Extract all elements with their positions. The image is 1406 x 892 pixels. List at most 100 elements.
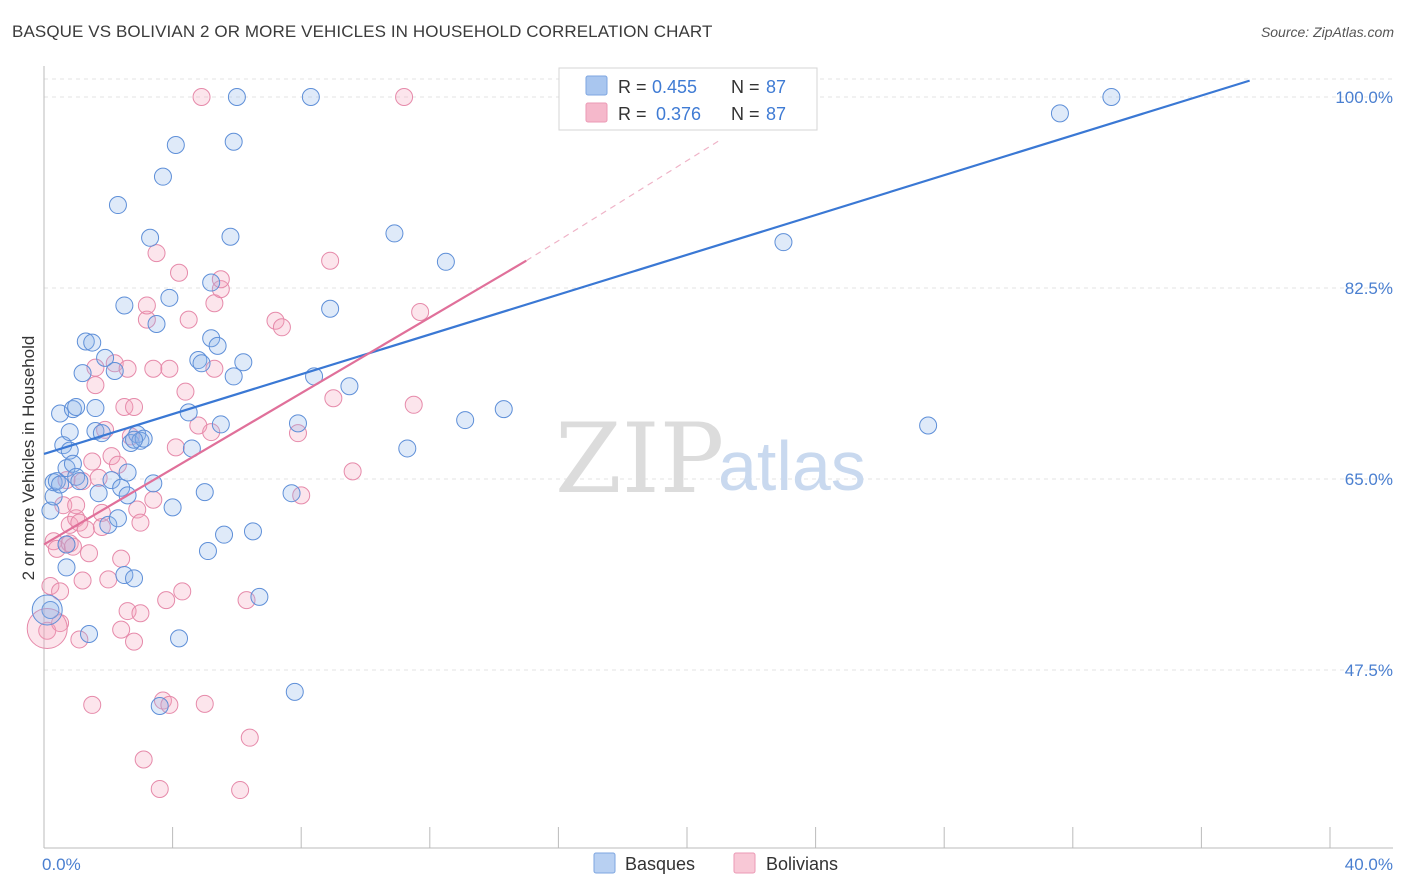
basques-point-0 [41,501,60,520]
bolivians-point-65 [231,781,250,800]
legend-n-label-bolivians: N = [731,104,760,124]
legend-r-label-basques: R = [618,77,647,97]
bolivians-point-13 [67,496,86,515]
bolivians-point-79 [131,513,150,532]
basques-point-56 [198,542,217,561]
basques-point-74 [340,377,359,396]
bolivians-trend-line [43,259,527,546]
basques-point-18 [73,364,92,383]
basques-point-71 [288,414,307,433]
basques-point-27 [99,515,118,534]
bolivians-point-26 [92,518,111,537]
basques-point-82 [919,416,938,435]
bolivians-trend-extension [525,140,720,262]
bolivians-point-69 [272,318,291,337]
basques-point-31 [108,509,127,528]
bolivians-point-15 [70,630,89,649]
bolivians-point-28 [99,570,118,589]
bolivians-point-46 [144,490,163,509]
legend-r-value-bolivians: 0.376 [656,104,701,124]
watermark: ZIP atlas [555,403,866,515]
basques-point-77 [436,252,455,271]
basques-point-38 [125,569,144,588]
basques-point-40 [131,431,150,450]
basques-point-48 [163,498,182,517]
bolivians-point-17 [73,571,92,590]
basques-point-53 [189,351,208,370]
basques-point-19 [76,332,95,351]
basques-points [31,88,1121,716]
basques-point-86 [301,88,320,106]
basques-point-83 [1050,104,1069,123]
legend-swatch-bolivians [585,102,608,123]
basques-point-17 [70,472,89,491]
bolivians-point-76 [411,303,430,322]
basques-point-54 [192,354,211,373]
basques-point-43 [144,474,163,493]
bolivians-point-20 [83,695,102,714]
bolivians-point-73 [324,389,343,408]
bottom-legend-label-basques: Basques [625,854,695,874]
basques-point-23 [86,399,105,418]
basques-point-12 [60,423,79,442]
basques-point-67 [243,522,262,541]
bottom-legend-label-bolivians: Bolivians [766,854,838,874]
bolivians-point-59 [195,694,214,713]
watermark-zip: ZIP [555,403,724,515]
basques-point-49 [166,136,185,155]
basques-point-70 [285,682,304,701]
bolivians-point-1 [41,576,60,595]
bolivians-point-41 [131,604,150,623]
basques-point-47 [160,288,179,307]
bolivians-point-33 [112,549,131,568]
basques-point-34 [115,566,134,585]
legend-swatch-basques [585,75,608,96]
y-tick-label-0: 47.5% [1345,661,1393,680]
bolivians-points [26,88,430,800]
basques-point-46 [153,167,172,186]
bolivians-point-77 [395,88,414,106]
source-label: Source: ZipAtlas.com [1260,24,1394,40]
y-tick-label-2: 82.5% [1345,279,1393,298]
basques-point-33 [115,296,134,315]
stats-legend: R = 0.455 N = 87 R = 0.376 N = 87 [558,67,818,131]
bolivians-point-56 [176,382,195,401]
basques-point-85 [125,430,144,449]
basques-point-50 [170,629,189,648]
bolivians-point-63 [211,280,230,299]
basques-point-76 [398,439,417,458]
basques-point-73 [321,299,340,318]
basques-point-66 [234,353,253,372]
x-tick-label-min: 0.0% [42,855,81,874]
basques-point-84 [1102,88,1121,106]
bolivians-point-5 [51,582,70,601]
legend-r-label-bolivians: R = [618,104,647,124]
basques-point-1 [41,600,60,619]
basques-point-29 [105,361,124,380]
trend-lines [43,79,1250,546]
bolivians-point-74 [343,462,362,481]
bolivians-point-60 [202,423,221,442]
bolivians-point-68 [266,311,285,330]
bolivians-point-39 [125,632,144,651]
bolivians-point-70 [288,424,307,443]
bolivians-point-32 [112,620,131,639]
basques-point-81 [774,233,793,252]
legend-n-label-basques: N = [731,77,760,97]
legend-n-value-basques: 87 [766,77,786,97]
basques-trend-line [43,79,1250,455]
basques-point-26 [96,348,115,367]
basques-point-45 [150,697,169,716]
bolivians-point-64 [211,270,230,289]
basques-point-62 [221,227,240,246]
basques-point-58 [202,273,221,292]
basques-point-28 [102,471,121,490]
bolivians-point-31 [108,455,127,474]
bolivians-point-19 [80,544,99,563]
basques-point-68 [250,587,269,606]
watermark-atlas: atlas [718,427,866,505]
basques-point-44 [147,315,166,334]
bottom-legend-swatch-basques [593,852,616,874]
bolivians-point-large [26,608,68,650]
